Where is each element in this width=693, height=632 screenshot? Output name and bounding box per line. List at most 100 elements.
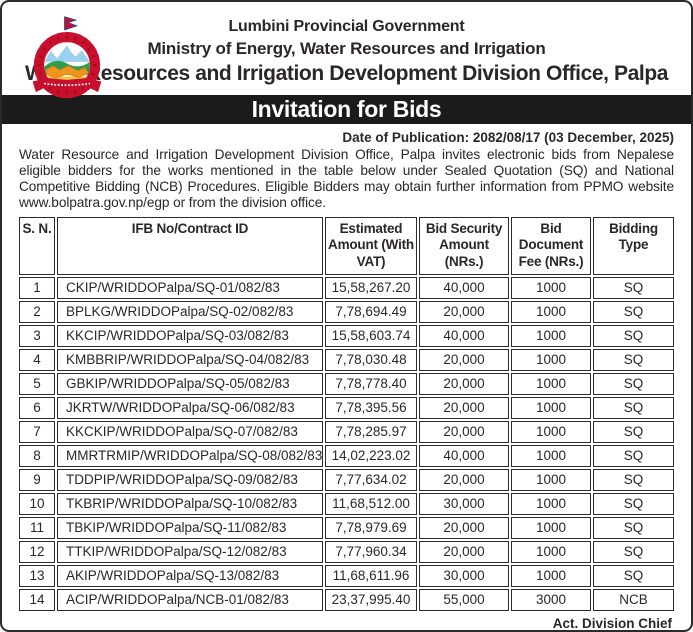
cell-type: SQ [593, 277, 674, 300]
cell-ifb: TKBRIP/WRIDDOPalpa/SQ-10/082/83 [57, 493, 323, 516]
cell-amount: 14,02,223.02 [325, 445, 417, 468]
table-row: 7 KKCKIP/WRIDDOPalpa/SQ-07/082/83 7,78,285… [19, 421, 674, 444]
signature-line: Act. Division Chief [552, 616, 672, 632]
table-row: 12 TTKIP/WRIDDOPalpa/SQ-12/082/83 7,77,960… [19, 541, 674, 564]
cell-sn: 1 [19, 277, 55, 300]
cell-fee: 1000 [511, 469, 591, 492]
cell-security: 40,000 [419, 277, 509, 300]
table-row: 5 GBKIP/WRIDDOPalpa/SQ-05/082/83 7,78,778.… [19, 373, 674, 396]
column-header-bidding-type: Bidding Type [593, 216, 674, 276]
cell-amount: 7,78,030.48 [325, 349, 417, 372]
cell-amount: 23,37,995.40 [325, 589, 417, 612]
table-row: 9 TDDPIP/WRIDDOPalpa/SQ-09/082/83 7,77,634… [19, 469, 674, 492]
cell-fee: 1000 [511, 325, 591, 348]
cell-ifb: KMBBRIP/WRIDDOPalpa/SQ-04/082/83 [57, 349, 323, 372]
table-row: 4 KMBBRIP/WRIDDOPalpa/SQ-04/082/83 7,78,03… [19, 349, 674, 372]
table-row: 14 ACIP/WRIDDOPalpa/NCB-01/082/83 23,37,99… [19, 589, 674, 612]
cell-amount: 7,77,634.02 [325, 469, 417, 492]
cell-amount: 11,68,611.96 [325, 565, 417, 588]
table-row: 2 BPLKG/WRIDDOPalpa/SQ-02/082/83 7,78,694.… [19, 301, 674, 324]
nepal-emblem-icon [32, 16, 102, 99]
table-row: 10 TKBRIP/WRIDDOPalpa/SQ-10/082/83 11,68,5… [19, 493, 674, 516]
notice-body-text: Water Resource and Irrigation Developmen… [19, 147, 674, 210]
cell-sn: 7 [19, 421, 55, 444]
invitation-for-bids-banner: Invitation for Bids [2, 95, 691, 124]
cell-sn: 11 [19, 517, 55, 540]
cell-security: 20,000 [419, 397, 509, 420]
cell-sn: 12 [19, 541, 55, 564]
bids-table-body: 1 CKIP/WRIDDOPalpa/SQ-01/082/83 15,58,267.… [19, 277, 674, 612]
table-row: 6 JKRTW/WRIDDOPalpa/SQ-06/082/83 7,78,395.… [19, 397, 674, 420]
cell-security: 30,000 [419, 493, 509, 516]
cell-ifb: KKCIP/WRIDDOPalpa/SQ-03/082/83 [57, 325, 323, 348]
cell-fee: 1000 [511, 565, 591, 588]
cell-amount: 7,77,960.34 [325, 541, 417, 564]
cell-amount: 15,58,267.20 [325, 277, 417, 300]
column-header-ifb: IFB No/Contract ID [57, 216, 323, 276]
cell-ifb: TBKIP/WRIDDOPalpa/SQ-11/082/83 [57, 517, 323, 540]
publication-date: Date of Publication: 2082/08/17 (03 Dece… [342, 130, 674, 145]
cell-type: SQ [593, 301, 674, 324]
cell-sn: 8 [19, 445, 55, 468]
cell-security: 40,000 [419, 325, 509, 348]
cell-ifb: GBKIP/WRIDDOPalpa/SQ-05/082/83 [57, 373, 323, 396]
header-row: S. N. IFB No/Contract ID Estimated Amoun… [19, 216, 674, 276]
table-row: 1 CKIP/WRIDDOPalpa/SQ-01/082/83 15,58,267.… [19, 277, 674, 300]
cell-sn: 2 [19, 301, 55, 324]
cell-type: SQ [593, 541, 674, 564]
cell-fee: 1000 [511, 445, 591, 468]
cell-ifb: CKIP/WRIDDOPalpa/SQ-01/082/83 [57, 277, 323, 300]
government-line: Lumbini Provincial Government [228, 18, 465, 35]
cell-type: SQ [593, 445, 674, 468]
table-row: 3 KKCIP/WRIDDOPalpa/SQ-03/082/83 15,58,603… [19, 325, 674, 348]
cell-sn: 5 [19, 373, 55, 396]
cell-type: SQ [593, 517, 674, 540]
cell-security: 20,000 [419, 349, 509, 372]
cell-sn: 10 [19, 493, 55, 516]
cell-type: NCB [593, 589, 674, 612]
cell-type: SQ [593, 469, 674, 492]
cell-security: 20,000 [419, 421, 509, 444]
cell-fee: 1000 [511, 373, 591, 396]
cell-fee: 1000 [511, 517, 591, 540]
cell-ifb: BPLKG/WRIDDOPalpa/SQ-02/082/83 [57, 301, 323, 324]
cell-security: 20,000 [419, 373, 509, 396]
cell-sn: 9 [19, 469, 55, 492]
cell-security: 20,000 [419, 517, 509, 540]
cell-type: SQ [593, 421, 674, 444]
column-header-bid-security: Bid Security Amount (NRs.) [419, 216, 509, 276]
cell-type: SQ [593, 349, 674, 372]
column-header-doc-fee: Bid Document Fee (NRs.) [511, 216, 591, 276]
cell-sn: 13 [19, 565, 55, 588]
table-row: 11 TBKIP/WRIDDOPalpa/SQ-11/082/83 7,78,979… [19, 517, 674, 540]
cell-amount: 7,78,285.97 [325, 421, 417, 444]
cell-security: 40,000 [419, 445, 509, 468]
cell-security: 20,000 [419, 541, 509, 564]
cell-amount: 15,58,603.74 [325, 325, 417, 348]
table-row: 13 AKIP/WRIDDOPalpa/SQ-13/082/83 11,68,611… [19, 565, 674, 588]
table-row: 8 MMRTRMIP/WRIDDOPalpa/SQ-08/082/83 14,02,… [19, 445, 674, 468]
cell-security: 20,000 [419, 469, 509, 492]
column-header-estimated-amount: Estimated Amount (With VAT) [325, 216, 417, 276]
cell-amount: 7,78,694.49 [325, 301, 417, 324]
cell-type: SQ [593, 565, 674, 588]
cell-type: SQ [593, 325, 674, 348]
ministry-line: Ministry of Energy, Water Resources and … [147, 39, 546, 58]
cell-ifb: TTKIP/WRIDDOPalpa/SQ-12/082/83 [57, 541, 323, 564]
cell-type: SQ [593, 493, 674, 516]
cell-fee: 1000 [511, 301, 591, 324]
cell-security: 30,000 [419, 565, 509, 588]
cell-ifb: ACIP/WRIDDOPalpa/NCB-01/082/83 [57, 589, 323, 612]
cell-amount: 7,78,778.40 [325, 373, 417, 396]
cell-sn: 3 [19, 325, 55, 348]
cell-sn: 6 [19, 397, 55, 420]
nepal-government-emblem [26, 16, 108, 106]
cell-amount: 11,68,512.00 [325, 493, 417, 516]
letterhead: Lumbini Provincial Government Ministry o… [2, 2, 691, 99]
cell-ifb: MMRTRMIP/WRIDDOPalpa/SQ-08/082/83 [57, 445, 323, 468]
cell-amount: 7,78,395.56 [325, 397, 417, 420]
cell-ifb: KKCKIP/WRIDDOPalpa/SQ-07/082/83 [57, 421, 323, 444]
cell-security: 55,000 [419, 589, 509, 612]
cell-fee: 3000 [511, 589, 591, 612]
